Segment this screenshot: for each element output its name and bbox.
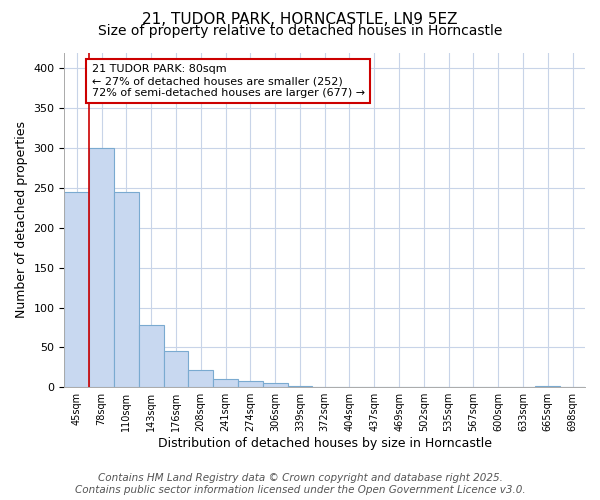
Y-axis label: Number of detached properties: Number of detached properties (15, 122, 28, 318)
Bar (114, 192, 139, 387)
Text: 21, TUDOR PARK, HORNCASTLE, LN9 5EZ: 21, TUDOR PARK, HORNCASTLE, LN9 5EZ (142, 12, 458, 28)
Bar (263, 383, 287, 387)
Bar (164, 352, 188, 387)
Bar (188, 370, 213, 387)
Bar (64, 192, 89, 387)
Bar (535, 386, 560, 387)
Text: Size of property relative to detached houses in Horncastle: Size of property relative to detached ho… (98, 24, 502, 38)
X-axis label: Distribution of detached houses by size in Horncastle: Distribution of detached houses by size … (158, 437, 492, 450)
Bar (139, 325, 164, 387)
Bar (287, 386, 313, 387)
Text: Contains HM Land Registry data © Crown copyright and database right 2025.
Contai: Contains HM Land Registry data © Crown c… (74, 474, 526, 495)
Text: 21 TUDOR PARK: 80sqm
← 27% of detached houses are smaller (252)
72% of semi-deta: 21 TUDOR PARK: 80sqm ← 27% of detached h… (92, 64, 365, 98)
Bar (213, 379, 238, 387)
Bar (89, 148, 114, 387)
Bar (238, 381, 263, 387)
